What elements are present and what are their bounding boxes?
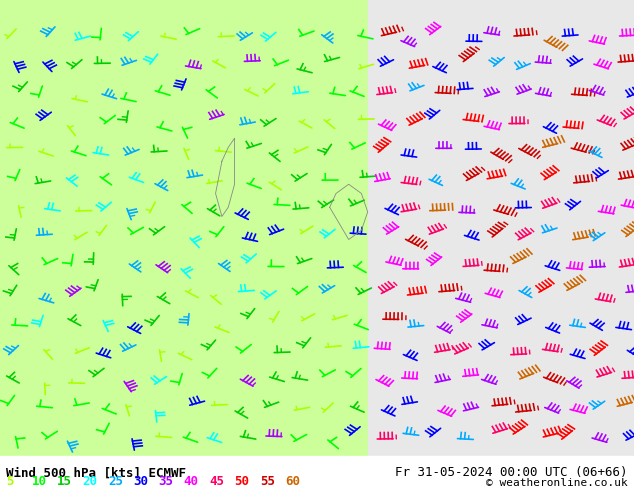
Text: 55: 55: [260, 474, 275, 488]
Text: 5: 5: [6, 474, 14, 488]
Text: 30: 30: [133, 474, 148, 488]
Text: 25: 25: [108, 474, 123, 488]
Text: 45: 45: [209, 474, 224, 488]
Text: 50: 50: [235, 474, 250, 488]
Text: © weatheronline.co.uk: © weatheronline.co.uk: [486, 478, 628, 488]
Text: 15: 15: [57, 474, 72, 488]
Text: 60: 60: [285, 474, 301, 488]
Text: 20: 20: [82, 474, 98, 488]
Text: 40: 40: [184, 474, 199, 488]
Text: Fr 31-05-2024 00:00 UTC (06+66): Fr 31-05-2024 00:00 UTC (06+66): [395, 466, 628, 479]
Text: 35: 35: [158, 474, 174, 488]
Text: 10: 10: [32, 474, 47, 488]
Text: Wind 500 hPa [kts] ECMWF: Wind 500 hPa [kts] ECMWF: [6, 466, 186, 479]
